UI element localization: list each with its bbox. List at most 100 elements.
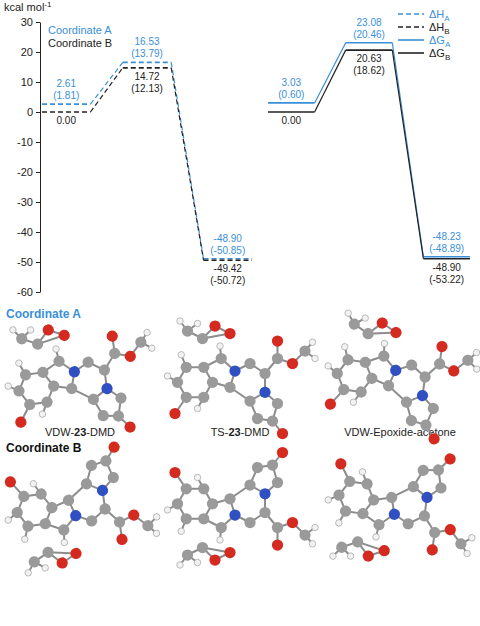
molecule <box>0 307 166 449</box>
y-tick-label: -40 <box>17 226 33 238</box>
atom <box>267 415 278 426</box>
atom <box>324 398 337 411</box>
energy-level <box>123 62 171 64</box>
y-tick-label: 0 <box>27 106 33 118</box>
atom <box>56 557 69 570</box>
data-label: 16.53 <box>134 36 159 47</box>
atom <box>224 493 235 504</box>
atom <box>433 358 446 371</box>
molecule <box>317 437 480 579</box>
molecule <box>316 308 480 450</box>
atom <box>46 501 59 514</box>
atom <box>65 382 78 395</box>
y-axis-title: kcal mol-1 <box>4 0 52 13</box>
atom <box>244 479 255 490</box>
legend: ΔHAΔHBΔGAΔGB <box>398 8 451 62</box>
atom <box>312 355 319 362</box>
atom <box>164 507 171 514</box>
alt-data-label: (13.79) <box>131 48 163 59</box>
atom <box>420 419 433 432</box>
y-tick-label: -30 <box>17 196 33 208</box>
atom <box>169 467 180 478</box>
atom <box>58 524 71 537</box>
atom <box>127 509 140 522</box>
atom <box>141 519 154 532</box>
atom <box>388 508 401 521</box>
y-tick-mark <box>36 22 40 23</box>
atom <box>287 358 298 369</box>
y-tick: 30 <box>21 16 40 28</box>
atom <box>87 393 100 406</box>
alt-data-label: (-50.85) <box>210 245 245 256</box>
atom <box>216 353 227 364</box>
energy-level <box>268 111 315 113</box>
atom <box>378 544 391 557</box>
energy-level <box>346 49 393 51</box>
atom <box>309 339 316 346</box>
data-label: 14.72 <box>134 71 159 82</box>
atom <box>341 343 348 350</box>
atom <box>52 345 59 352</box>
atom <box>69 509 82 522</box>
atom <box>287 517 298 528</box>
atom <box>58 329 71 342</box>
atom <box>198 483 209 494</box>
atom <box>181 362 192 373</box>
alt-data-label: (-53.22) <box>429 274 464 285</box>
atom <box>209 554 220 565</box>
atom <box>333 489 346 502</box>
y-axis-line <box>40 23 41 293</box>
connector <box>90 68 122 112</box>
atom <box>436 340 449 353</box>
atom <box>31 338 44 351</box>
atom <box>447 365 460 378</box>
atom <box>198 362 209 373</box>
y-tick-label: -10 <box>17 136 33 148</box>
atom <box>82 356 95 369</box>
atom <box>435 482 448 495</box>
alt-data-label: (1.81) <box>53 90 79 101</box>
atom <box>272 539 283 550</box>
atom <box>444 453 457 466</box>
alt-data-label: (-50.72) <box>210 275 245 286</box>
atom <box>181 483 192 494</box>
y-tick-mark <box>36 262 40 263</box>
atom <box>272 522 283 533</box>
atom <box>244 395 255 406</box>
atom <box>164 373 171 380</box>
atom <box>207 498 218 509</box>
atom <box>21 536 28 543</box>
atom <box>198 513 209 524</box>
atom <box>124 350 137 363</box>
atom <box>244 517 255 528</box>
atom <box>461 354 474 367</box>
y-tick: -50 <box>17 256 40 268</box>
atom <box>272 353 283 364</box>
atom <box>85 515 98 528</box>
atom <box>405 359 418 372</box>
atom <box>11 506 24 519</box>
annotation: Coordinate A <box>48 24 112 36</box>
atom <box>112 410 125 423</box>
atom <box>143 329 150 336</box>
y-tick-mark <box>36 82 40 83</box>
y-tick-mark <box>36 292 40 293</box>
alt-data-label: (20.46) <box>353 29 385 40</box>
y-tick: -30 <box>17 196 40 208</box>
atom <box>325 496 332 503</box>
atom <box>207 377 218 388</box>
atom <box>116 533 129 546</box>
atom <box>272 398 283 409</box>
molecule <box>164 447 318 568</box>
atom <box>252 413 263 424</box>
data-label: 23.08 <box>356 17 381 28</box>
energy-level <box>346 42 393 44</box>
energy-level <box>423 258 470 260</box>
data-label: 0.00 <box>282 115 302 126</box>
data-label: -49.42 <box>214 263 243 274</box>
atom <box>68 365 81 378</box>
atom <box>350 399 357 406</box>
atom <box>351 536 364 549</box>
atom <box>108 441 121 454</box>
atom <box>194 320 201 327</box>
